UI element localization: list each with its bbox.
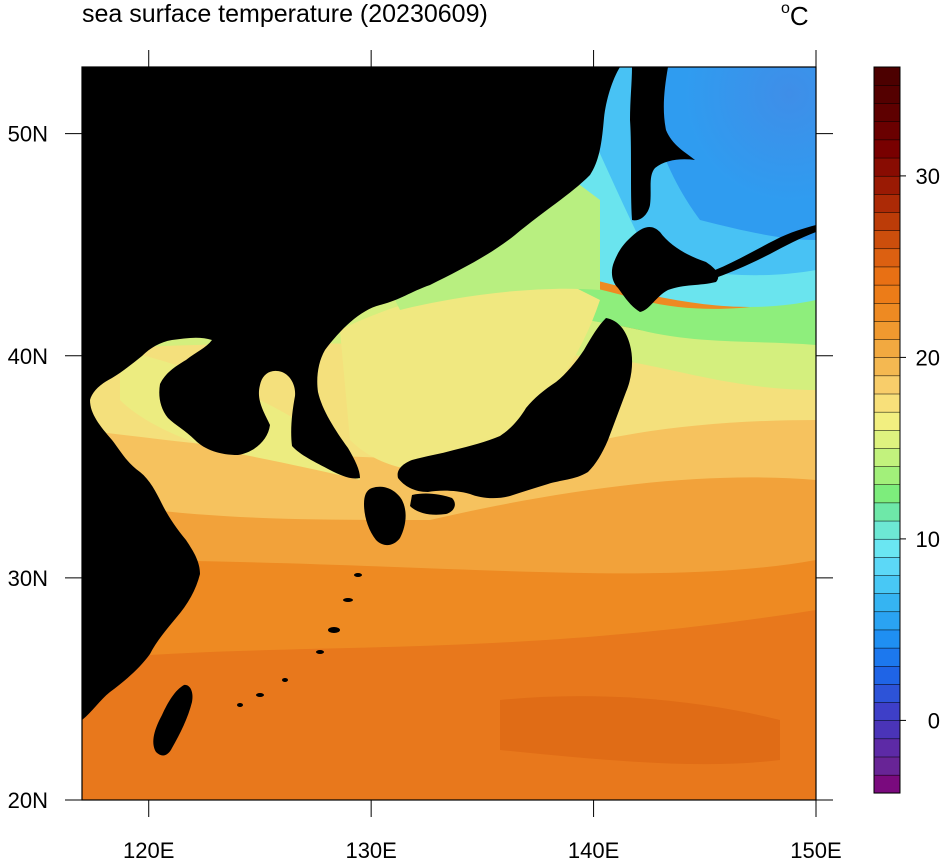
sst-map: 120E 130E 140E 150E 20N 30N 40N 50N — [8, 50, 842, 858]
colorbar-cell — [873, 302, 901, 322]
colorbar-cell — [873, 520, 901, 540]
colorbar-cell — [873, 393, 901, 413]
land-honshu — [397, 318, 633, 499]
axis-ticks — [65, 50, 833, 817]
unit-label: oC — [781, 0, 809, 32]
colorbar-cell — [873, 66, 901, 86]
colorbar-cell — [873, 211, 901, 231]
land-hokkaido — [611, 226, 719, 312]
plot-frame — [81, 66, 817, 801]
land-asia — [82, 67, 620, 720]
colorbar-cell — [873, 665, 901, 685]
colorbar-cell — [873, 484, 901, 504]
y-tick-label: 40N — [8, 344, 48, 369]
colorbar-frame — [873, 66, 901, 794]
colorbar-cell — [873, 230, 901, 250]
land-kyushu — [364, 486, 406, 546]
colorbar-cell — [873, 538, 901, 558]
y-tick-label: 30N — [8, 566, 48, 591]
colorbar-label: 0 — [928, 708, 940, 733]
colorbar-cell — [873, 375, 901, 395]
colorbar-cell — [873, 683, 901, 703]
colorbar-cell — [873, 593, 901, 613]
land-kuril — [715, 225, 816, 277]
colorbar-cell — [873, 447, 901, 467]
y-tick-label: 20N — [8, 788, 48, 813]
colorbar-cell — [873, 629, 901, 649]
land-taiwan — [153, 684, 193, 756]
colorbar-cell — [873, 193, 901, 213]
colorbar-cell — [873, 774, 901, 794]
map-field — [82, 67, 816, 800]
colorbar-cell — [873, 320, 901, 340]
colorbar-cell — [873, 411, 901, 431]
land-sakhalin — [630, 67, 695, 221]
y-tick-label: 50N — [8, 122, 48, 147]
colorbar-cell — [873, 248, 901, 268]
colorbar-cell — [873, 175, 901, 195]
colorbar-cell — [873, 429, 901, 449]
colorbar-cell — [873, 611, 901, 631]
colorbar-cell — [873, 266, 901, 286]
x-tick-label: 130E — [345, 838, 396, 858]
x-tick-label: 140E — [568, 838, 619, 858]
colorbar-cell — [873, 466, 901, 485]
chart-title: sea surface temperature (20230609) — [82, 0, 488, 28]
colorbar-cell — [873, 157, 901, 177]
colorbar-cell — [873, 756, 901, 776]
colorbar-cell — [873, 139, 901, 159]
land-shikoku — [410, 493, 455, 515]
colorbar-cell — [873, 84, 901, 104]
colorbar-ticks: 0 10 20 30 — [900, 164, 940, 733]
colorbar-cell — [873, 738, 901, 758]
land-ryukyu — [237, 573, 362, 707]
colorbar-cell — [873, 284, 901, 304]
unit-letter: C — [789, 1, 809, 31]
colorbar-cell — [873, 121, 901, 141]
colorbar-cell — [873, 647, 901, 667]
colorbar-cell — [873, 339, 901, 358]
colorbar-cell — [873, 357, 901, 377]
degree-symbol: o — [781, 0, 790, 18]
x-tick-label: 150E — [790, 838, 841, 858]
sea-of-japan-south — [340, 280, 600, 471]
colorbar-cells — [873, 66, 901, 794]
ocean-warm-patch — [500, 696, 780, 765]
colorbar-cell — [873, 502, 901, 522]
colorbar-label: 20 — [916, 345, 940, 370]
colorbar-cell — [873, 574, 901, 594]
colorbar-label: 30 — [916, 164, 940, 189]
colorbar-cell — [873, 103, 901, 122]
colorbar-cell — [873, 702, 901, 721]
colorbar-cell — [873, 720, 901, 740]
colorbar-cell — [873, 556, 901, 576]
x-tick-label: 120E — [123, 838, 174, 858]
colorbar: 0 10 20 30 — [873, 66, 940, 794]
axis-tick-labels: 120E 130E 140E 150E 20N 30N 40N 50N — [8, 122, 842, 858]
colorbar-label: 10 — [916, 527, 940, 552]
